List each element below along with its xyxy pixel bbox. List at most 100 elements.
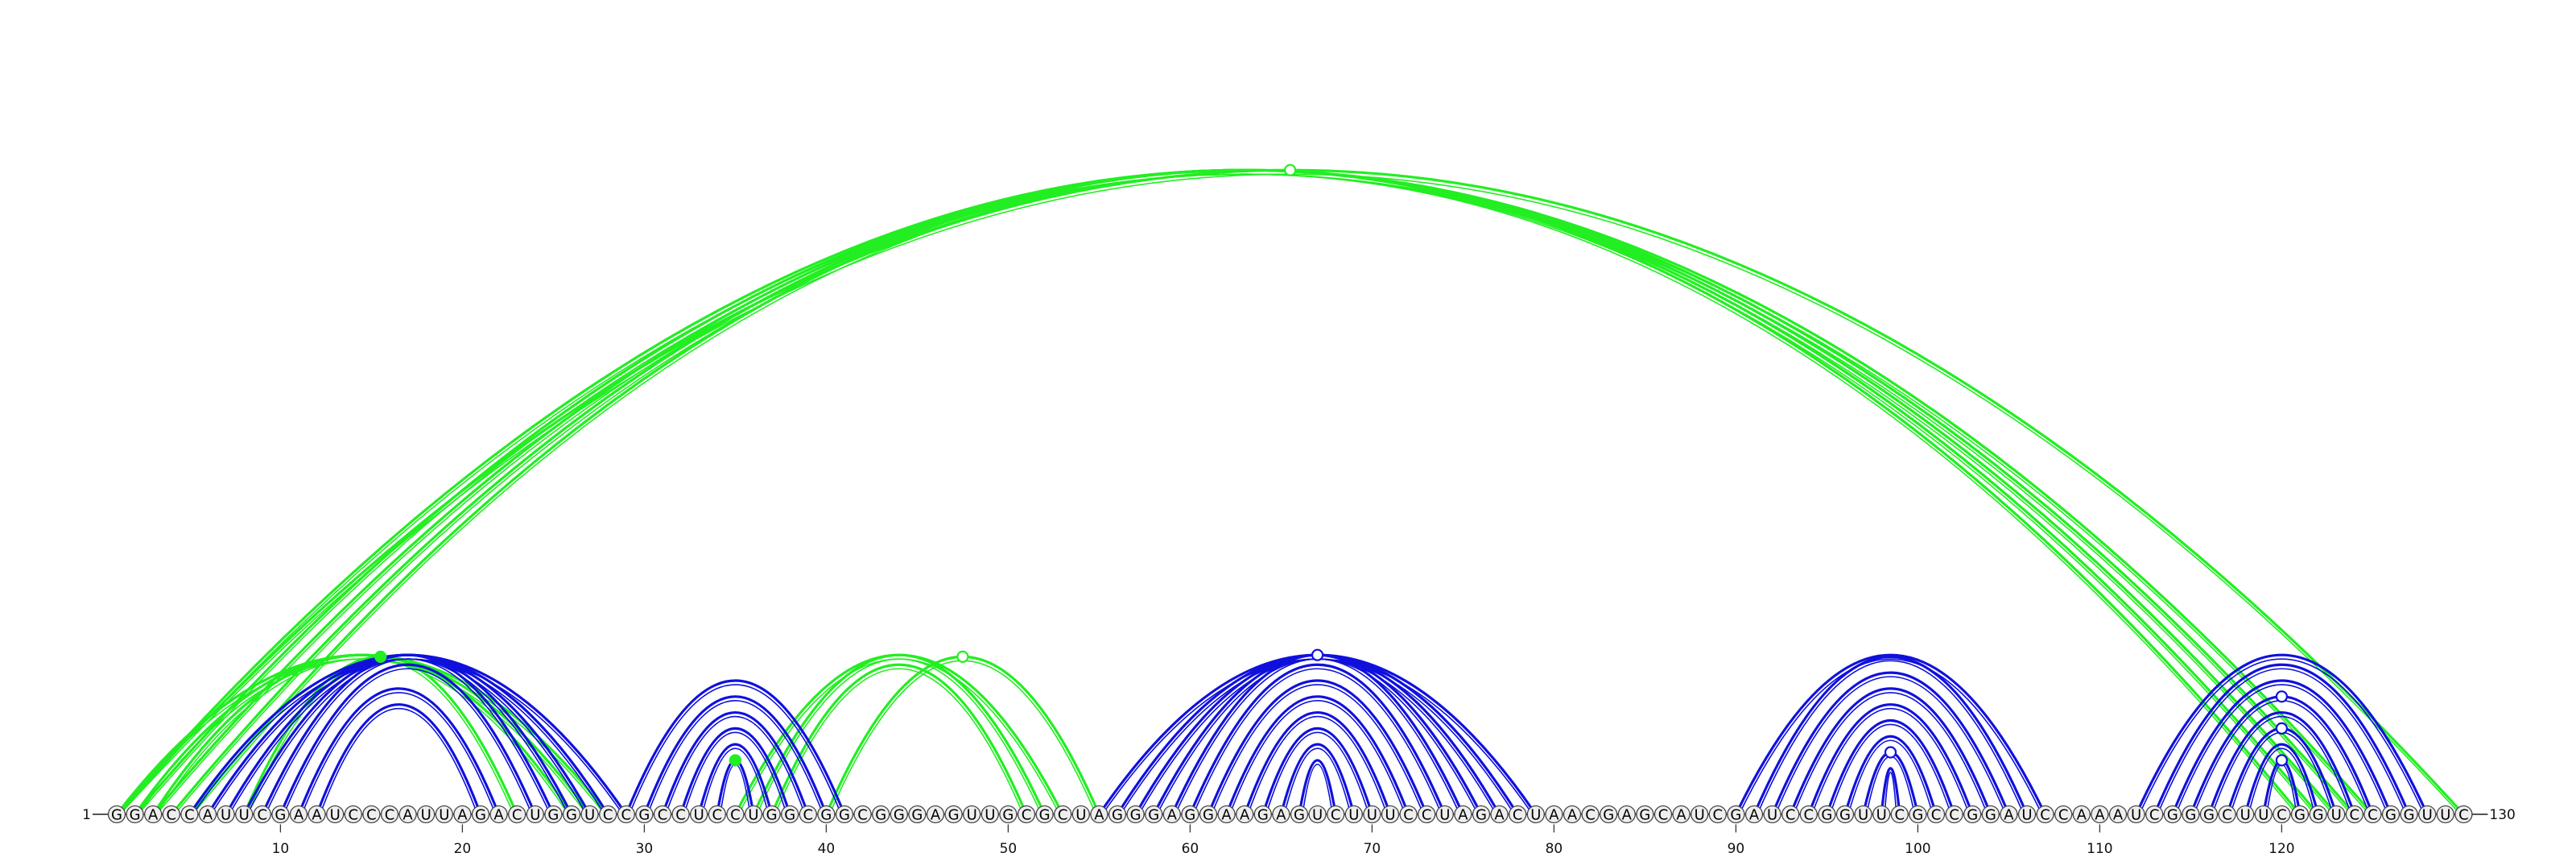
nucleotide-123: U xyxy=(2327,805,2346,824)
nucleotide-letter: G xyxy=(1148,807,1159,824)
nucleotide-circle xyxy=(126,805,144,824)
nucleotide-circle xyxy=(489,805,508,824)
nucleotide-letter: G xyxy=(1130,807,1141,824)
nucleotide-letter: C xyxy=(2368,807,2378,824)
nucleotide-circle xyxy=(926,805,945,824)
tick-label-10: 10 xyxy=(272,841,290,857)
nucleotide-letter: C xyxy=(2149,807,2160,824)
nucleotide-circle xyxy=(1344,805,1363,824)
nucleotide-circle xyxy=(1454,805,1472,824)
nucleotide-letter: A xyxy=(1494,807,1505,824)
nucleotide-circle xyxy=(1963,805,1982,824)
nucleotide-circle xyxy=(1308,805,1327,824)
nucleotide-circle xyxy=(1017,805,1036,824)
nucleotide-circle xyxy=(2236,805,2255,824)
nucleotide-16: C xyxy=(380,805,399,824)
nucleotide-105: A xyxy=(2000,805,2018,824)
nucleotide-circle xyxy=(2381,805,2401,824)
nucleotide-letter: G xyxy=(875,807,886,824)
nucleotide-circle xyxy=(617,805,635,824)
nucleotide-letter: A xyxy=(931,807,941,824)
nucleotide-circle xyxy=(2400,805,2418,824)
nucleotide-62: A xyxy=(1217,805,1236,824)
blue-arc-layer xyxy=(188,653,2429,815)
nucleotide-letter: A xyxy=(1676,807,1686,824)
nucleotide-letter: U xyxy=(694,807,704,824)
nucleotide-letter: U xyxy=(2440,807,2450,824)
nucleotide-126: G xyxy=(2381,805,2401,824)
blue-pair-arc-inner-98-99 xyxy=(1884,772,1897,815)
nucleotide-47: G xyxy=(944,805,963,824)
tick-label-120: 120 xyxy=(2268,841,2294,857)
nucleotide-14: C xyxy=(344,805,362,824)
arc-apex-marker-115-125 xyxy=(2275,690,2288,703)
nucleotide-87: A xyxy=(1672,805,1690,824)
nucleotide-circle xyxy=(326,805,345,824)
nucleotide-circle xyxy=(235,805,254,824)
nucleotide-circle xyxy=(1690,805,1709,824)
arc-apex-marker-8-23 xyxy=(374,650,387,663)
tick-label-50: 50 xyxy=(1000,841,1018,857)
nucleotide-89: C xyxy=(1708,805,1727,824)
nucleotide-letter: U xyxy=(530,807,540,824)
nucleotide-circle xyxy=(2454,805,2473,824)
nucleotide-letter: A xyxy=(312,807,322,824)
blue-pair-arc-91-106 xyxy=(1752,656,2029,815)
arc-apex-marker-117-123 xyxy=(2275,722,2288,735)
nucleotide-115: G xyxy=(2182,805,2200,824)
nucleotide-130: C xyxy=(2454,805,2473,824)
nucleotide-letter: C xyxy=(603,807,613,824)
nucleotide-letter: A xyxy=(493,807,504,824)
nucleotide-70: U xyxy=(1363,805,1381,824)
nucleotide-letter: C xyxy=(1585,807,1596,824)
nucleotide-circle xyxy=(2108,805,2128,824)
nucleotide-circle xyxy=(1145,805,1163,824)
nucleotide-6: A xyxy=(198,805,217,824)
nucleotide-circle xyxy=(2218,805,2236,824)
nucleotide-28: C xyxy=(599,805,617,824)
nucleotide-circle xyxy=(417,805,436,824)
nucleotide-circle xyxy=(2345,805,2363,824)
nucleotide-letter: G xyxy=(475,807,486,824)
nucleotide-88: U xyxy=(1690,805,1709,824)
nucleotide-circle xyxy=(1854,805,1872,824)
arc-apex-marker-34-36 xyxy=(729,754,742,767)
nucleotide-45: G xyxy=(908,805,927,824)
nucleotide-18: U xyxy=(417,805,436,824)
blue-pair-arc-60-74 xyxy=(1188,663,1447,815)
nucleotide-letter: U xyxy=(330,807,341,824)
nucleotide-letter: G xyxy=(1257,807,1269,824)
nucleotide-79: U xyxy=(1526,805,1545,824)
nucleotide-64: G xyxy=(1253,805,1272,824)
nucleotide-circle xyxy=(2418,805,2437,824)
nucleotide-103: G xyxy=(1963,805,1982,824)
nucleotide-circle xyxy=(2091,805,2109,824)
nucleotide-33: U xyxy=(690,805,708,824)
blue-pair-arc-113-127 xyxy=(2153,663,2411,815)
nucleotide-circle xyxy=(2054,805,2073,824)
nucleotide-17: A xyxy=(398,805,417,824)
nucleotide-2: G xyxy=(126,805,144,824)
nucleotide-106: U xyxy=(2017,805,2037,824)
nucleotide-letter: C xyxy=(167,807,177,824)
nucleotide-circle xyxy=(1509,805,1527,824)
nucleotide-80: A xyxy=(1545,805,1563,824)
nucleotide-circle xyxy=(1126,805,1145,824)
nucleotide-circle xyxy=(1636,805,1654,824)
nucleotide-letter: U xyxy=(2021,807,2032,824)
nucleotide-letter: C xyxy=(857,807,868,824)
blue-pair-arc-inner-61-73 xyxy=(1211,684,1424,815)
nucleotide-circle xyxy=(253,805,271,824)
blue-pair-arc-63-71 xyxy=(1243,711,1392,815)
nucleotide-letter: G xyxy=(1002,807,1013,824)
nucleotide-67: U xyxy=(1308,805,1327,824)
nucleotide-circle xyxy=(2000,805,2018,824)
nucleotide-30: G xyxy=(635,805,654,824)
blue-pair-arc-inner-64-70 xyxy=(1265,731,1370,815)
nucleotide-circle xyxy=(744,805,763,824)
nucleotide-circle xyxy=(2017,805,2037,824)
nucleotide-9: C xyxy=(253,805,271,824)
nucleotide-84: A xyxy=(1617,805,1636,824)
nucleotide-113: C xyxy=(2145,805,2164,824)
blue-pair-arc-inner-92-105 xyxy=(1774,676,2007,815)
